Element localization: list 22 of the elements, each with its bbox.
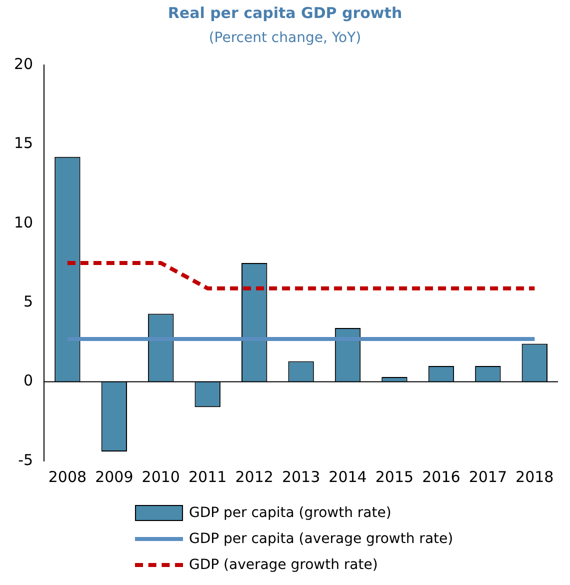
legend-label: GDP (average growth rate) xyxy=(189,557,378,573)
x-tick-label: 2009 xyxy=(95,468,134,486)
y-tick-label: 20 xyxy=(14,54,34,73)
x-tick-label: 2013 xyxy=(282,468,320,486)
x-tick-label: 2016 xyxy=(422,468,460,486)
y-tick-label: 10 xyxy=(14,213,34,232)
x-tick-label: 2012 xyxy=(235,468,274,486)
x-tick-label: 2017 xyxy=(468,468,508,486)
chart-subtitle: (Percent change, YoY) xyxy=(208,30,362,46)
y-tick-label: 15 xyxy=(14,134,34,152)
chart-title: Real per capita GDP growth xyxy=(166,4,404,22)
y-tick-label: -5 xyxy=(18,450,34,469)
x-tick-label: 2018 xyxy=(516,468,554,486)
x-tick-label: 2008 xyxy=(48,468,87,486)
y-tick-label: 0 xyxy=(24,372,34,390)
x-tick-label: 2010 xyxy=(142,468,180,486)
x-tick-label: 2015 xyxy=(375,468,414,486)
legend-label: GDP per capita (growth rate) xyxy=(189,505,392,521)
x-tick-label: 2014 xyxy=(328,468,367,486)
y-tick-label: 5 xyxy=(24,292,34,310)
legend-label: GDP per capita (average growth rate) xyxy=(189,531,454,547)
x-tick-label: 2011 xyxy=(188,468,227,486)
